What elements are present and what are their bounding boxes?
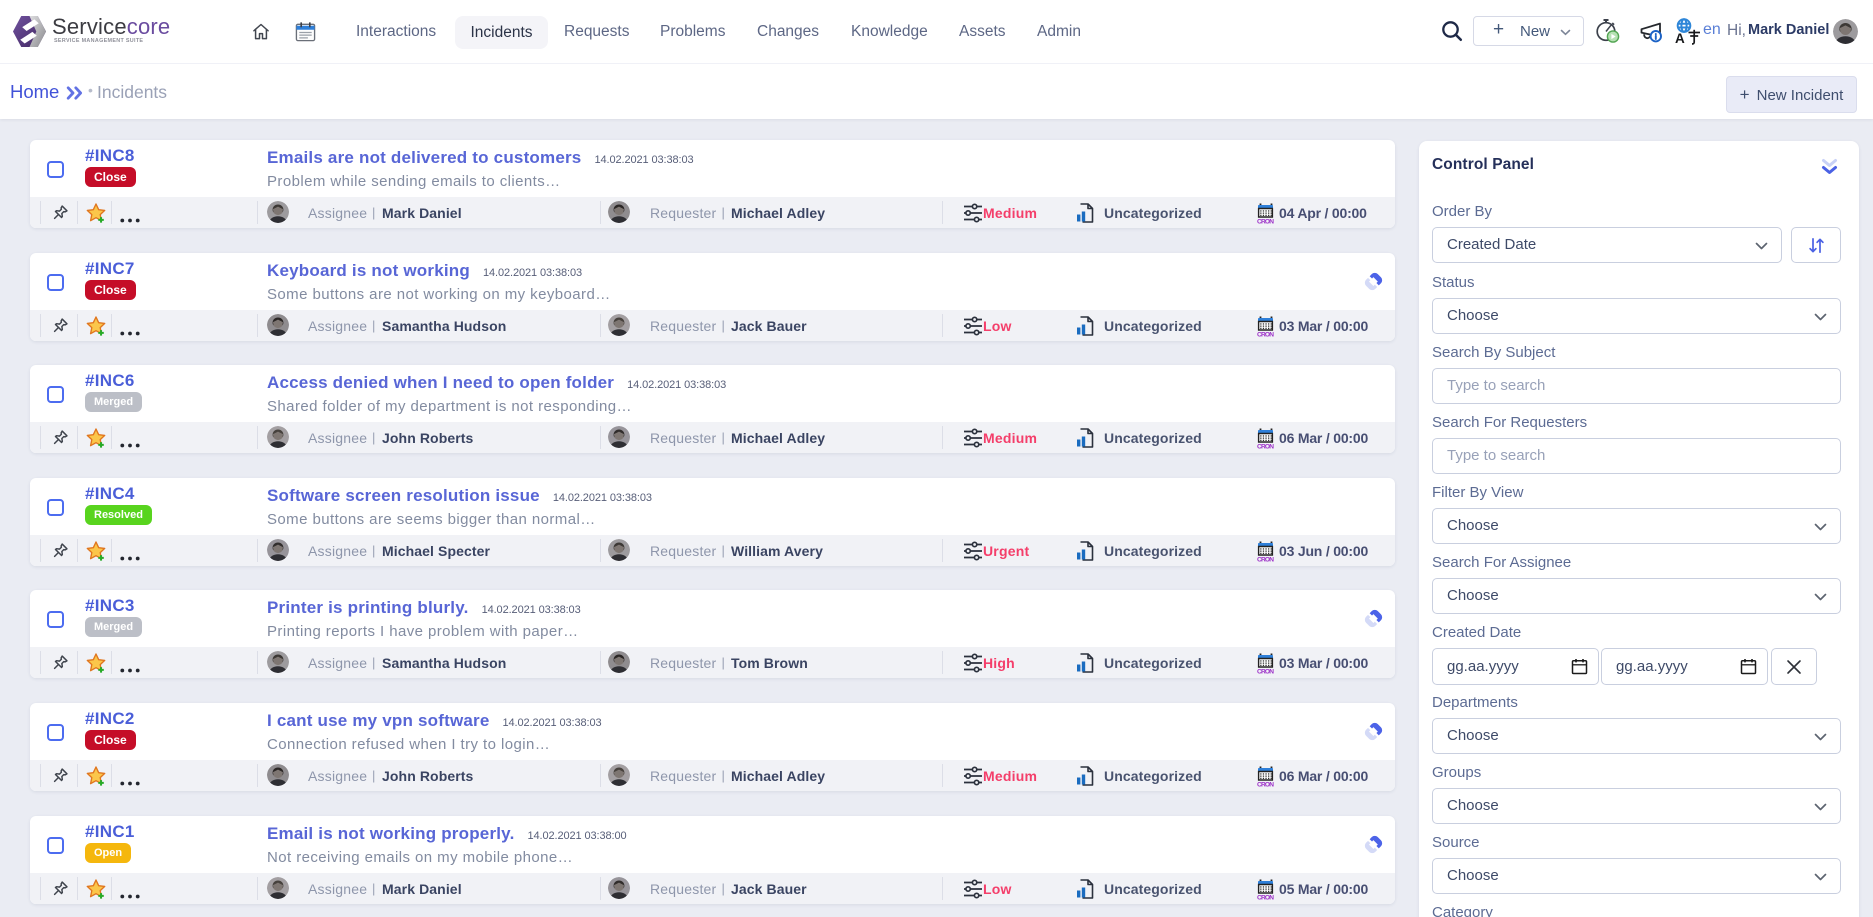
svg-text:CRON: CRON [1257,331,1274,337]
svg-text:CRON: CRON [1257,444,1274,450]
svg-text:CRON: CRON [1257,894,1274,900]
svg-text:CRON: CRON [1257,782,1274,788]
svg-text:CRON: CRON [1257,669,1274,675]
svg-text:CRON: CRON [1257,556,1274,562]
svg-text:CRON: CRON [1257,219,1274,225]
svg-text:A: A [1675,31,1685,45]
